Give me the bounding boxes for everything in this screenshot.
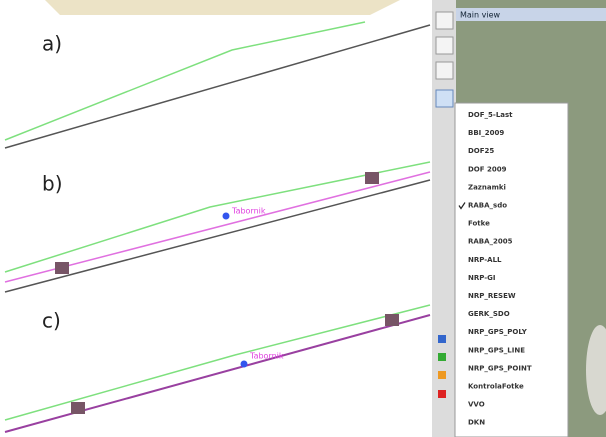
window-title: Main view (460, 11, 501, 20)
menu-item-label: NRP-ALL (468, 256, 502, 264)
purple-line (4, 314, 431, 433)
layer-icon (438, 353, 446, 361)
menu-item-label: RABA_2005 (468, 238, 513, 246)
point (240, 360, 248, 368)
green-line (4, 304, 431, 421)
layers-button[interactable] (435, 89, 454, 108)
menu-item-label: RABA_sdo (468, 202, 507, 210)
gray-line (4, 24, 431, 149)
menu-item-label: NRP_GPS_LINE (468, 346, 525, 354)
tool-button[interactable] (435, 36, 454, 55)
gray-line (4, 179, 431, 293)
layer-icon (438, 335, 446, 343)
layer-icon (438, 371, 446, 379)
tool-button[interactable] (435, 11, 454, 30)
panel-label: b) (42, 172, 63, 196)
menu (454, 102, 569, 437)
green-line (4, 161, 431, 273)
menu-item-label: NRP-GI (468, 274, 496, 282)
menu-item-label: DKN (468, 419, 485, 427)
menu-item-label: BBI_2009 (468, 129, 504, 137)
menu-item-label: Zaznamki (468, 183, 506, 191)
menu-item-label: VVO (468, 401, 485, 409)
menu-item-label: DOF25 (468, 147, 494, 155)
point (222, 212, 230, 220)
map-feature (586, 325, 606, 415)
check-mark (458, 202, 466, 210)
panel-label: a) (42, 32, 62, 56)
marker (365, 172, 379, 184)
top-shape (45, 0, 400, 15)
marker (55, 262, 69, 274)
menu-item-label: NRP_GPS_POINT (468, 364, 532, 372)
green-line (4, 21, 366, 141)
menu-item-label: GERK_SDO (468, 310, 510, 318)
menu-item-label: KontrolaFotke (468, 383, 524, 391)
panel-label: c) (42, 309, 61, 333)
menu-item-label: DOF 2009 (468, 165, 507, 173)
layer-icon (438, 390, 446, 398)
menu-item-label: DOF_5-Last (468, 111, 513, 119)
window-titlebar (456, 8, 606, 21)
menu-item-label: NRP_GPS_POLY (468, 328, 528, 336)
menu-item-label: Fotke (468, 220, 490, 228)
point-label: Tabornik (231, 207, 266, 216)
marker (71, 402, 85, 414)
menu-item-label: NRP_RESEW (468, 292, 516, 300)
marker (385, 314, 399, 326)
point-label: Tabornik (249, 352, 284, 361)
tool-button[interactable] (435, 61, 454, 80)
magenta-line (4, 171, 431, 283)
